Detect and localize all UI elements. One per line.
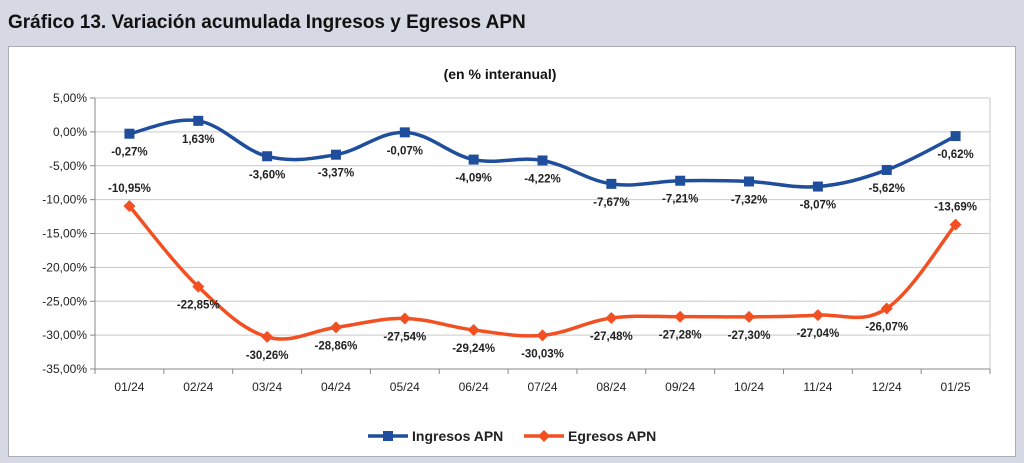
y-tick-label: -15,00% [42, 227, 87, 241]
x-axis: 01/24 02/24 03/24 04/24 05/24 06/24 07/24 08/24… [94, 368, 991, 394]
x-tick-label: 11/24 [803, 380, 832, 394]
ingresos-point [399, 127, 410, 138]
egresos-point [192, 280, 205, 293]
egresos-point [811, 309, 824, 322]
series-line-egresos [128, 204, 957, 341]
egresos-point [536, 329, 549, 342]
ingresos-point [675, 175, 686, 186]
x-tick-label: 02/24 [183, 380, 213, 394]
egresos-point [398, 312, 411, 325]
legend-label-ingresos: Ingresos APN [412, 428, 503, 444]
y-tick-label: -25,00% [42, 294, 87, 308]
egresos-point [880, 302, 893, 315]
ingresos-data-label: -7,67% [593, 197, 629, 209]
ingresos-data-label: -0,62% [937, 149, 973, 161]
x-tick-label: 03/24 [252, 380, 282, 394]
x-tick-label: 04/24 [321, 380, 351, 394]
x-tick-label: 07/24 [527, 380, 557, 394]
egresos-point [329, 321, 342, 334]
ingresos-point [950, 131, 961, 142]
ingresos-data-label: -0,07% [387, 145, 423, 157]
ingresos-data-label: -5,62% [869, 183, 905, 195]
y-tick-label: 0,00% [53, 125, 87, 139]
ingresos-data-label: -7,21% [662, 194, 698, 206]
y-tick-label: -20,00% [42, 260, 87, 274]
egresos-point [605, 312, 618, 325]
ingresos-data-label: -3,37% [318, 168, 354, 180]
ingresos-data-label: -0,27% [111, 147, 147, 159]
ingresos-data-label: 1,63% [182, 134, 215, 146]
egresos-data-label: -26,07% [865, 321, 908, 333]
legend: Ingresos APN Egresos APN [368, 428, 656, 444]
x-tick-label: 08/24 [596, 380, 626, 394]
ingresos-data-label: -8,07% [800, 200, 836, 212]
ingresos-point [330, 149, 341, 160]
egresos-data-label: -27,04% [796, 328, 839, 340]
egresos-data-label: -29,24% [452, 343, 495, 355]
ingresos-point [744, 176, 755, 187]
ingresos-point [124, 128, 135, 139]
ingresos-point [262, 151, 273, 162]
egresos-data-label: -22,85% [177, 300, 220, 312]
egresos-point [949, 218, 962, 231]
y-tick-label: -35,00% [42, 362, 87, 376]
legend-label-egresos: Egresos APN [568, 428, 656, 444]
x-tick-label: 10/24 [734, 380, 764, 394]
x-tick-label: 12/24 [872, 380, 902, 394]
egresos-point [674, 310, 687, 323]
y-tick-label: -5,00% [49, 159, 87, 173]
egresos-data-label: -27,28% [659, 330, 702, 342]
x-tick-label: 06/24 [459, 380, 489, 394]
egresos-point [467, 323, 480, 336]
x-tick-label: 01/25 [941, 380, 971, 394]
ingresos-data-label: -4,09% [455, 173, 491, 185]
egresos-point [123, 200, 136, 213]
ingresos-data-label: -4,22% [524, 173, 560, 185]
egresos-data-label: -27,54% [383, 331, 426, 343]
egresos-data-label: -27,30% [728, 330, 771, 342]
egresos-point [743, 310, 756, 323]
egresos-data-label: -30,26% [246, 350, 289, 362]
ingresos-point [537, 155, 548, 166]
egresos-data-label: -28,86% [315, 340, 358, 352]
x-tick-label: 05/24 [390, 380, 420, 394]
x-tick-label: 01/24 [114, 380, 144, 394]
egresos-data-label: -10,95% [108, 183, 151, 195]
ingresos-data-label: -7,32% [731, 194, 767, 206]
grid [95, 97, 991, 370]
ingresos-point [812, 181, 823, 192]
ingresos-point [606, 178, 617, 189]
egresos-data-label: -27,48% [590, 331, 633, 343]
data-labels: -0,27% 1,63% -3,60% -3,37% -0,07% -4,09% -4,22… [108, 134, 977, 362]
ingresos-data-label: -3,60% [249, 169, 285, 181]
legend-marker-egresos [538, 430, 550, 442]
y-tick-label: -30,00% [42, 328, 87, 342]
y-tick-label: -10,00% [42, 193, 87, 207]
y-tick-label: 5,00% [53, 91, 87, 105]
legend-marker-ingresos [383, 431, 393, 441]
egresos-point [261, 330, 274, 343]
y-axis: 5,00% 0,00% -5,00% -10,00% -15,00% -20,00% -25… [42, 91, 96, 376]
chart-subtitle: (en % interanual) [444, 66, 557, 82]
chart-header: Gráfico 13. Variación acumulada Ingresos… [0, 0, 1024, 44]
ingresos-point [468, 154, 479, 165]
series-group [123, 115, 962, 343]
x-tick-label: 09/24 [665, 380, 695, 394]
chart-title: Gráfico 13. Variación acumulada Ingresos… [8, 12, 526, 33]
egresos-data-label: -30,03% [521, 348, 564, 360]
ingresos-point [193, 115, 204, 126]
egresos-data-label: -13,69% [934, 202, 977, 214]
ingresos-point [881, 164, 892, 175]
chart-panel [8, 46, 1016, 457]
